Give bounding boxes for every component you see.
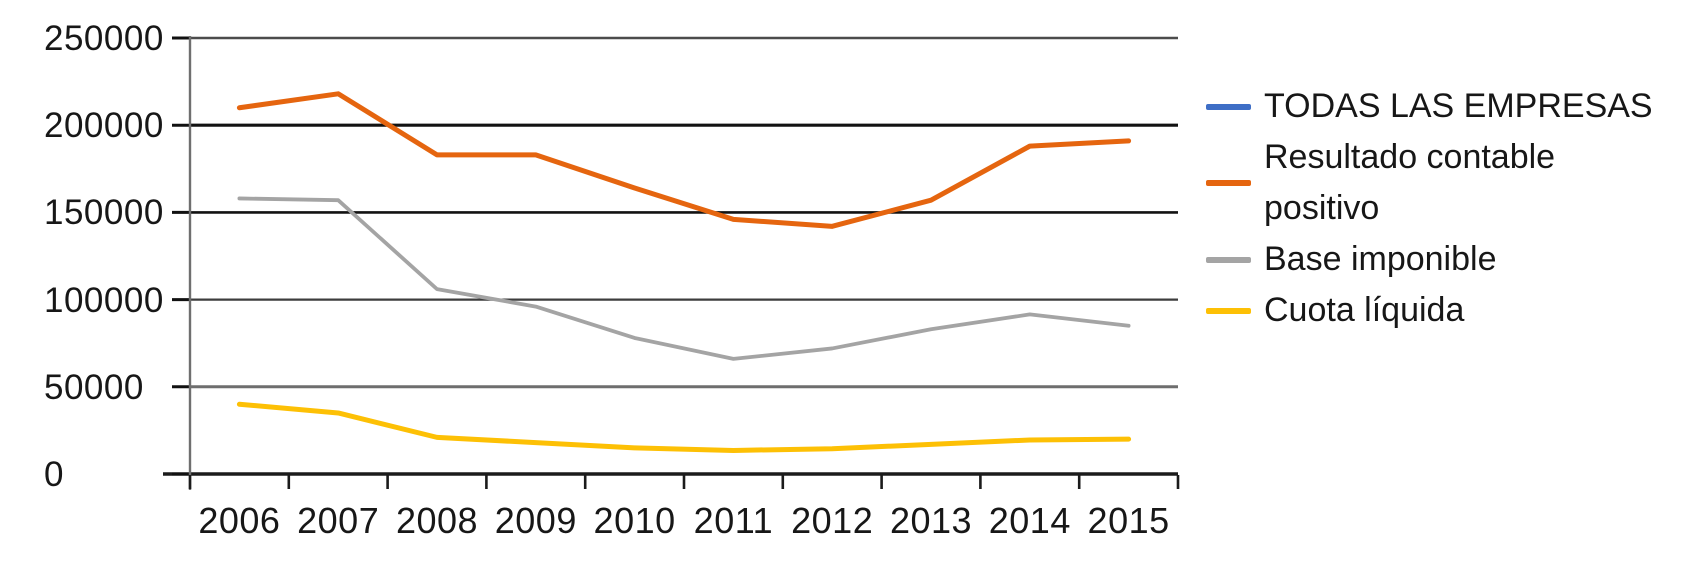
- x-tick-label: 2007: [297, 500, 380, 541]
- legend-label-line: TODAS LAS EMPRESAS: [1264, 87, 1653, 125]
- y-tick-label: 250000: [44, 19, 164, 58]
- legend-key-icon: [1206, 256, 1251, 263]
- legend-label-line: Base imponible: [1264, 240, 1497, 278]
- legend-key-icon: [1206, 103, 1251, 110]
- y-tick-label: 50000: [44, 367, 144, 407]
- legend-item-resultado-contable-positivo: Resultado contable positivo: [1206, 132, 1653, 234]
- series-line-resultado-contable-positivo: [236, 91, 1132, 229]
- x-tick-label: 2006: [198, 500, 281, 541]
- y-tick-label: 200000: [44, 106, 164, 146]
- y-tick-label: 150000: [44, 193, 164, 233]
- x-tick-label: 2015: [1087, 500, 1170, 541]
- series-line-cuota-l-quida: [236, 401, 1132, 453]
- y-tick-label: 100000: [44, 280, 164, 320]
- x-tick-label: 2010: [593, 500, 676, 541]
- x-tick-label: 2012: [791, 500, 874, 541]
- legend-key-icon: [1206, 180, 1251, 186]
- legend-item-cuota-l-quida: Cuota líquida: [1206, 285, 1653, 336]
- legend-label: Base imponible: [1264, 234, 1496, 285]
- legend-label: Cuota líquida: [1264, 285, 1464, 336]
- chart-legend: TODAS LAS EMPRESAS Resultado contable posi…: [1206, 81, 1653, 336]
- x-tick-label: 2014: [988, 500, 1071, 541]
- series-line-base-imponible: [237, 196, 1131, 361]
- legend-label-line: Resultado contable: [1264, 138, 1556, 176]
- legend-label: Resultado contable positivo: [1264, 132, 1555, 234]
- x-tick-label: 2008: [395, 500, 479, 541]
- legend-label: TODAS LAS EMPRESAS: [1264, 81, 1653, 132]
- legend-item-todas-las-empresas: TODAS LAS EMPRESAS: [1206, 81, 1653, 132]
- legend-label-line: Cuota líquida: [1264, 291, 1465, 329]
- x-tick-label: 2011: [693, 500, 774, 541]
- legend-label-line: positivo: [1264, 189, 1380, 227]
- legend-item-base-imponible: Base imponible: [1206, 234, 1653, 285]
- x-tick-label: 2013: [889, 500, 973, 541]
- x-tick-label: 2009: [494, 500, 577, 541]
- legend-key-icon: [1206, 307, 1251, 314]
- y-tick-label: 0: [44, 455, 64, 494]
